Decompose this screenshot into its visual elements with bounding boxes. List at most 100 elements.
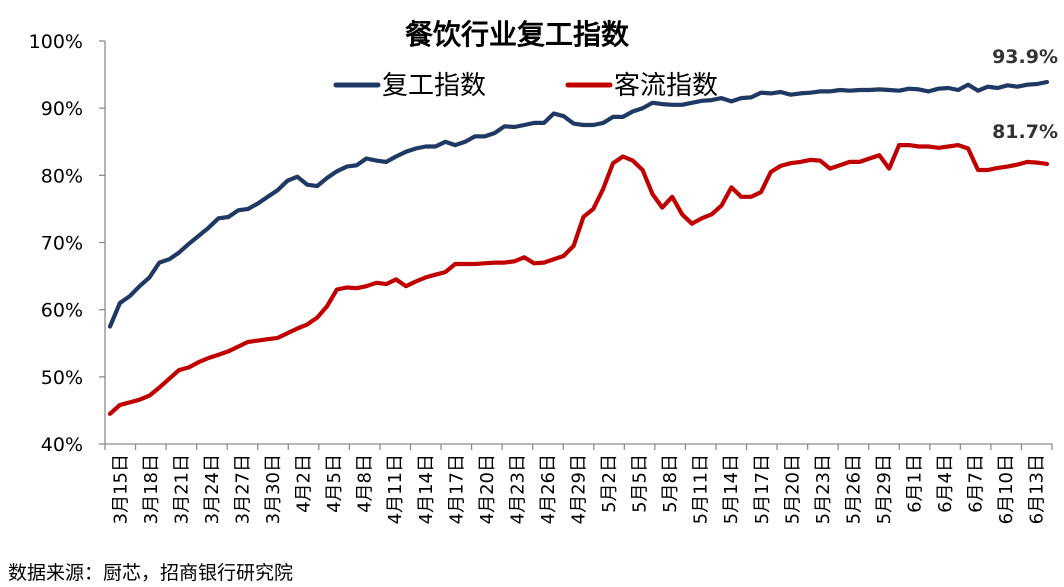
data-point — [966, 147, 970, 151]
data-point — [1035, 161, 1039, 165]
data-point — [414, 147, 418, 151]
data-point — [769, 170, 773, 174]
data-point — [493, 131, 497, 135]
data-point — [108, 412, 112, 416]
data-point — [572, 244, 576, 248]
data-point — [315, 316, 319, 320]
data-point — [325, 176, 329, 180]
series-2 — [107, 143, 1050, 416]
data-point — [798, 160, 802, 164]
data-point — [453, 262, 457, 266]
x-tick-label: 3月30日 — [263, 454, 284, 524]
data-point — [651, 192, 655, 196]
data-point — [207, 356, 211, 360]
data-point — [384, 160, 388, 164]
data-point — [621, 155, 625, 159]
data-point — [128, 400, 132, 404]
data-point — [729, 185, 733, 189]
data-point — [966, 83, 970, 87]
x-tick-label: 3月24日 — [202, 454, 223, 524]
legend-label-series-2: 客流指数 — [614, 71, 718, 101]
y-tick-label: 60% — [41, 300, 83, 322]
data-point — [937, 146, 941, 150]
x-tick-label: 5月8日 — [660, 454, 681, 513]
x-tick-label: 4月14日 — [416, 454, 437, 524]
data-point — [226, 349, 230, 353]
data-point — [226, 215, 230, 219]
data-point — [986, 85, 990, 89]
data-point — [641, 106, 645, 110]
data-point — [572, 122, 576, 126]
x-tick-label: 5月14日 — [721, 454, 742, 524]
data-point — [246, 207, 250, 211]
data-point — [503, 124, 507, 128]
data-point — [1006, 83, 1010, 87]
data-point — [286, 331, 290, 335]
source-note: 数据来源：厨芯，招商银行研究院 — [8, 562, 294, 584]
data-point — [424, 145, 428, 149]
y-tick-label: 90% — [41, 98, 83, 120]
data-point — [276, 336, 280, 340]
data-point — [996, 166, 1000, 170]
x-tick-label: 4月26日 — [538, 454, 559, 524]
x-axis: 3月15日 3月18日 3月21日 3月24日 3月27日 3月30日 4月2日 4月5日 4月… — [104, 443, 1053, 524]
data-point — [907, 143, 911, 147]
data-point — [591, 207, 595, 211]
data-point — [700, 216, 704, 220]
data-point — [207, 226, 211, 230]
x-tick-label: 4月23日 — [507, 454, 528, 524]
data-point — [710, 98, 714, 102]
data-point — [877, 87, 881, 91]
data-point — [562, 114, 566, 118]
data-point — [670, 195, 674, 199]
data-point — [266, 195, 270, 199]
data-point — [148, 275, 152, 279]
data-point — [542, 261, 546, 265]
x-tick-label: 5月26日 — [843, 454, 864, 524]
data-point — [976, 168, 980, 172]
data-point — [138, 284, 142, 288]
data-point — [236, 345, 240, 349]
data-point — [177, 368, 181, 372]
data-point — [562, 254, 566, 258]
data-point — [700, 99, 704, 103]
data-point — [1015, 163, 1019, 167]
data-point — [986, 168, 990, 172]
data-point — [483, 134, 487, 138]
data-point — [749, 95, 753, 99]
data-point — [286, 179, 290, 183]
data-point — [818, 159, 822, 163]
data-point — [374, 159, 378, 163]
data-point — [720, 96, 724, 100]
data-point — [621, 115, 625, 119]
data-point — [759, 190, 763, 194]
data-point — [720, 204, 724, 208]
data-point — [1035, 82, 1039, 86]
x-tick-label: 4月8日 — [355, 454, 376, 513]
data-point — [927, 145, 931, 149]
data-point — [157, 261, 161, 265]
data-point — [108, 325, 112, 329]
data-point — [729, 99, 733, 103]
data-point — [157, 386, 161, 390]
data-point — [463, 262, 467, 266]
data-point — [789, 93, 793, 97]
data-point — [858, 160, 862, 164]
data-point — [493, 261, 497, 265]
y-tick-label: 100% — [29, 31, 83, 53]
data-point — [927, 89, 931, 93]
data-point — [611, 161, 615, 165]
data-point — [946, 145, 950, 149]
data-point — [374, 281, 378, 285]
data-point — [463, 140, 467, 144]
y-tick-label: 50% — [41, 367, 83, 389]
data-point — [907, 87, 911, 91]
data-point — [946, 86, 950, 90]
data-point — [404, 284, 408, 288]
data-point — [443, 270, 447, 274]
data-point — [473, 262, 477, 266]
data-point — [631, 159, 635, 163]
data-point — [838, 163, 842, 167]
x-tick-label: 5月20日 — [782, 454, 803, 524]
data-point — [956, 143, 960, 147]
